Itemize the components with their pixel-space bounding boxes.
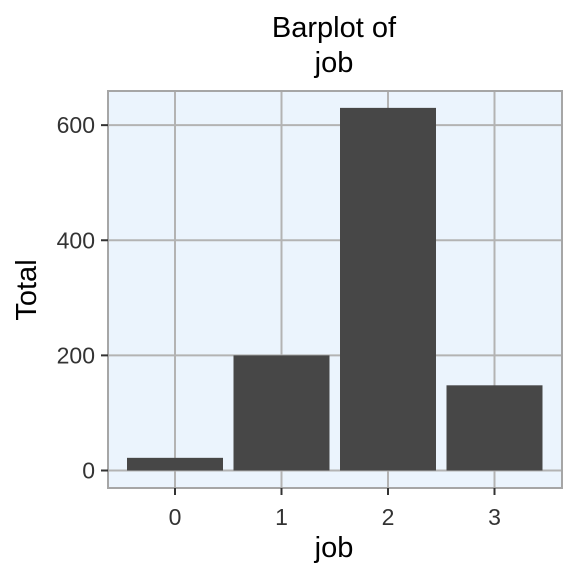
x-tick-label: 1: [275, 504, 288, 530]
x-tick-label: 0: [169, 504, 182, 530]
x-axis-title: job: [314, 532, 354, 564]
chart-title-line-2: job: [314, 47, 354, 79]
y-tick-label: 600: [57, 112, 95, 138]
bar-1: [233, 355, 330, 471]
y-tick-label: 0: [82, 458, 95, 484]
x-tick-label: 3: [488, 504, 501, 530]
y-axis-title: Total: [11, 259, 43, 320]
x-tick-label: 2: [382, 504, 395, 530]
plot-border: [107, 90, 563, 489]
bars: [127, 107, 543, 471]
bar-2: [340, 107, 436, 471]
y-tick-label: 200: [57, 342, 95, 368]
bar-0: [127, 457, 223, 471]
y-axis-ticks: 0 200 400 600: [57, 112, 108, 484]
bar-3: [446, 385, 543, 471]
chart-title-line-1: Barplot of: [272, 12, 397, 44]
y-tick-label: 400: [57, 227, 95, 253]
x-axis-ticks: 0 1 2 3: [169, 488, 501, 530]
